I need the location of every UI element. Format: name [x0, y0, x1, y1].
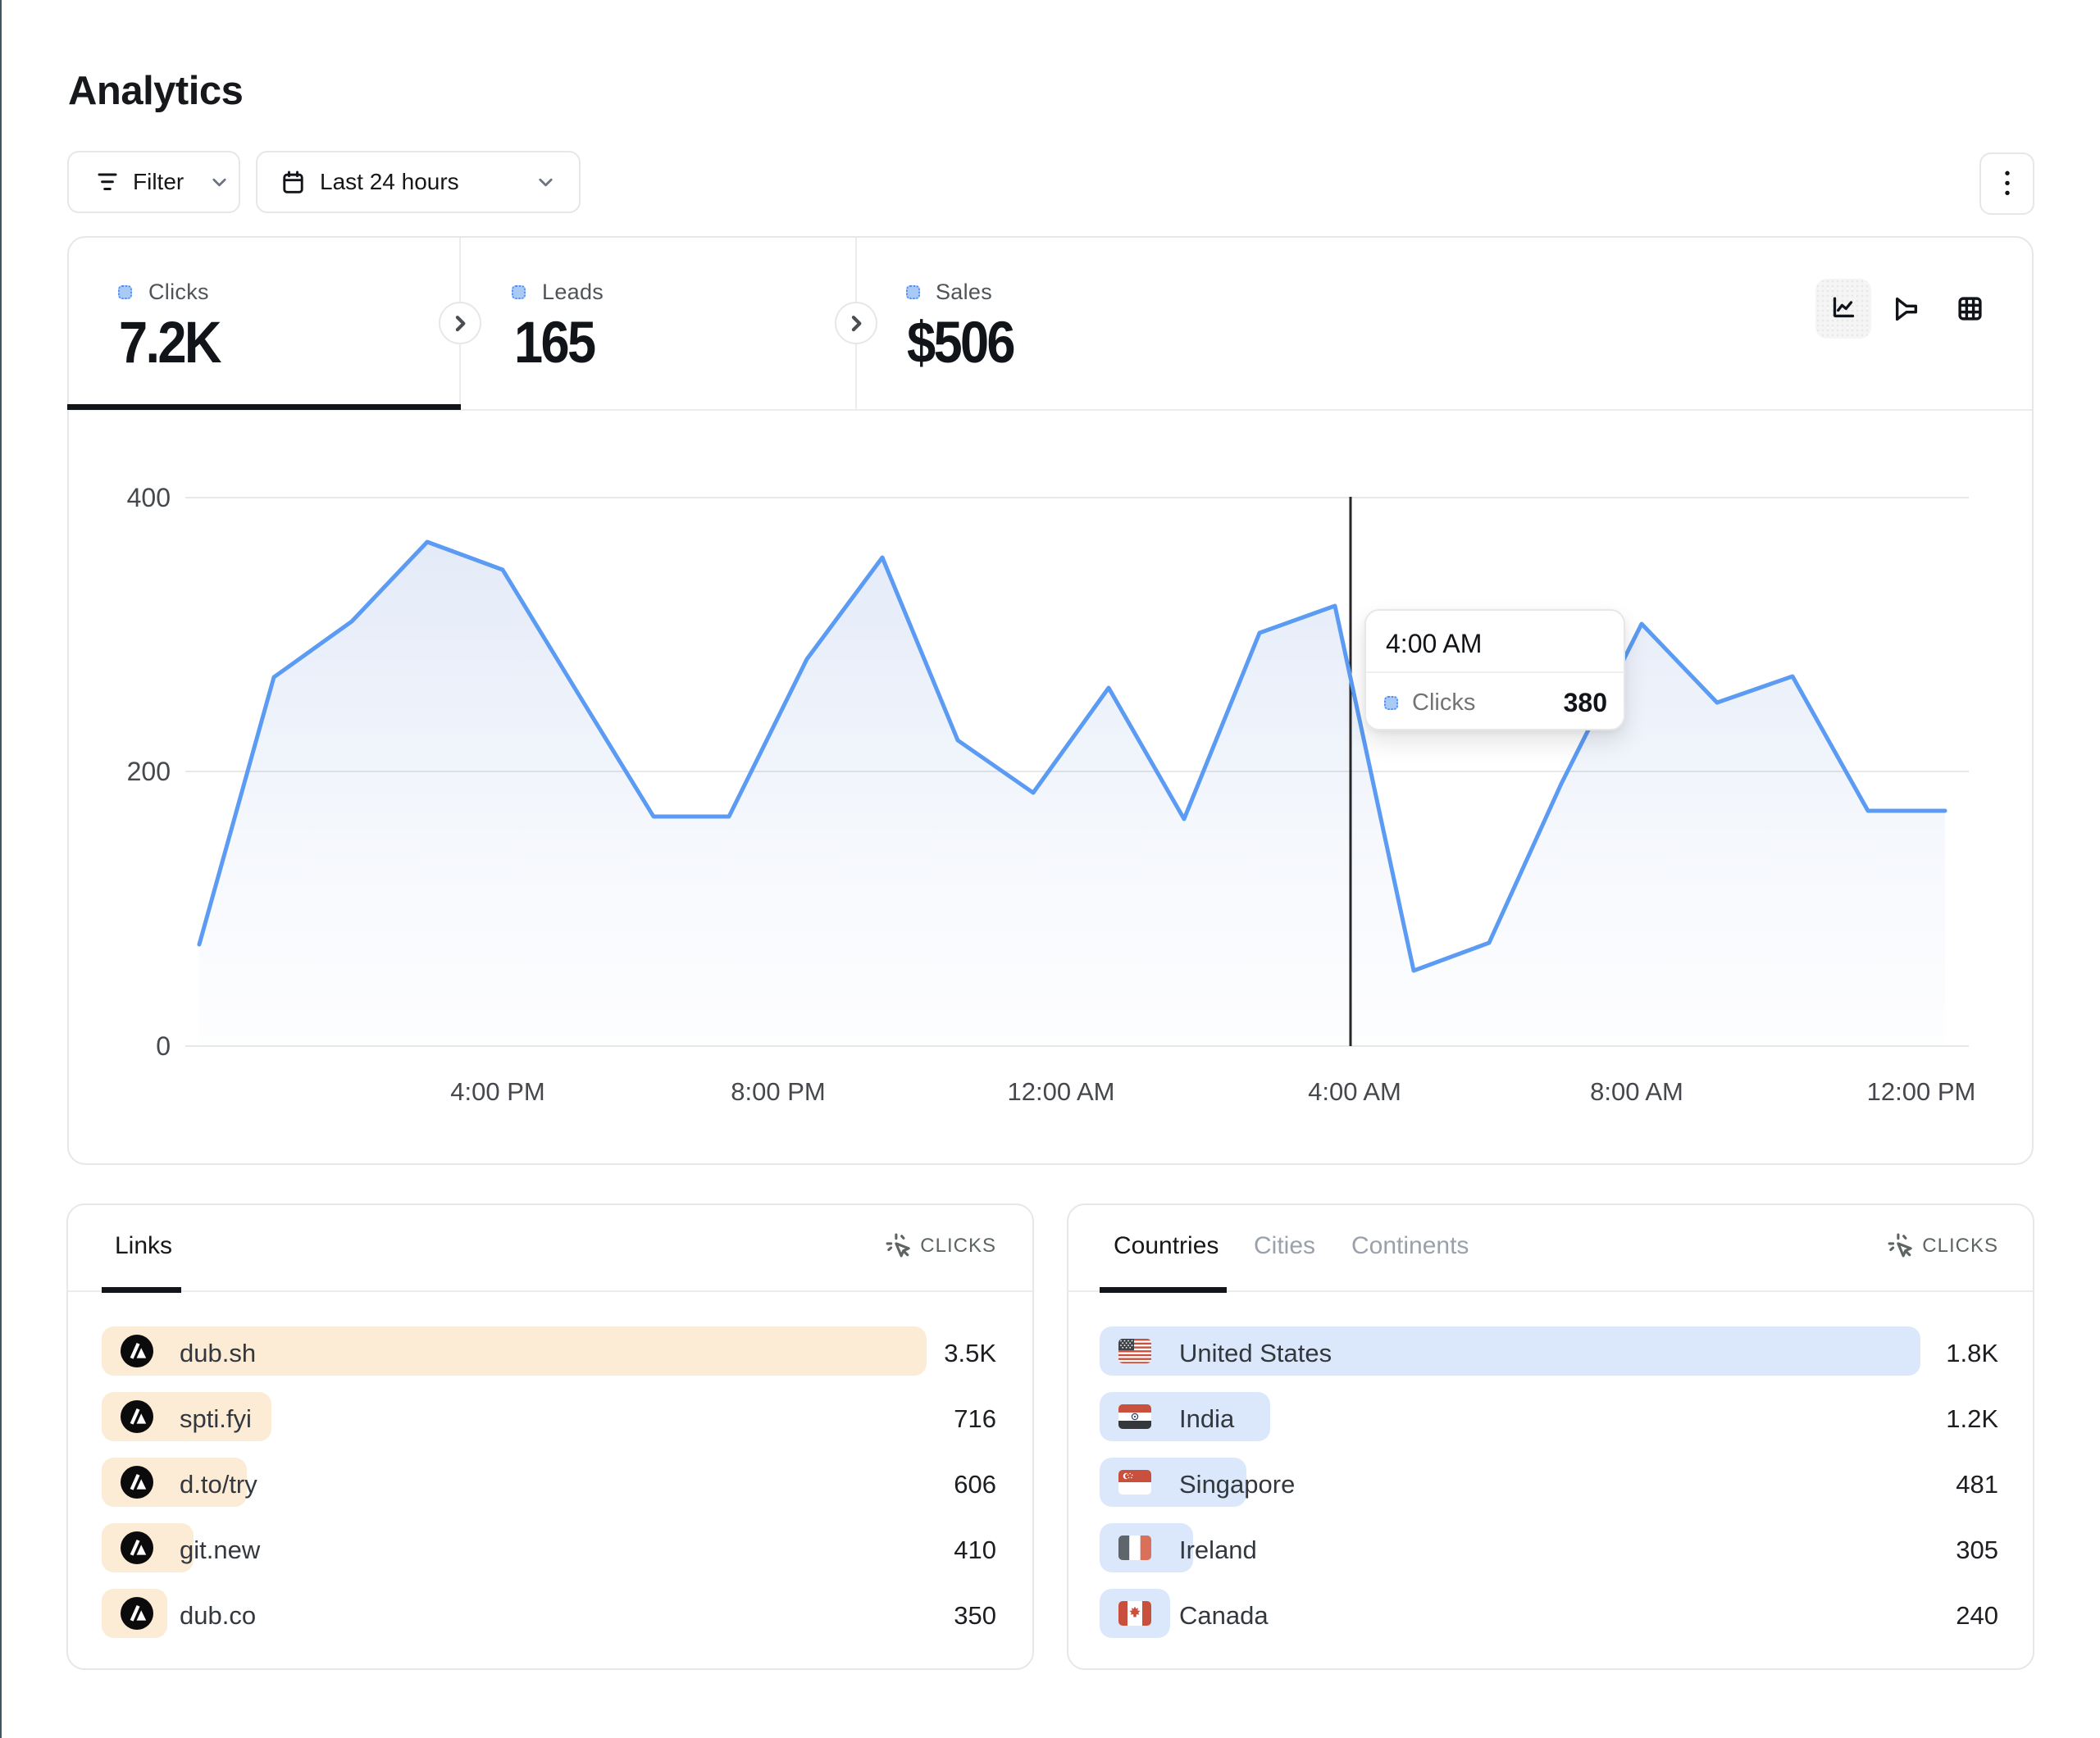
- svg-text:8:00 AM: 8:00 AM: [1590, 1077, 1683, 1106]
- svg-text:12:00 PM: 12:00 PM: [1867, 1077, 1976, 1106]
- svg-text:200: 200: [127, 757, 171, 786]
- svg-text:12:00 AM: 12:00 AM: [1008, 1077, 1115, 1106]
- svg-text:400: 400: [127, 483, 171, 512]
- svg-text:8:00 PM: 8:00 PM: [731, 1077, 825, 1106]
- svg-text:4:00 AM: 4:00 AM: [1308, 1077, 1401, 1106]
- svg-text:4:00 PM: 4:00 PM: [450, 1077, 544, 1106]
- svg-text:0: 0: [156, 1031, 171, 1061]
